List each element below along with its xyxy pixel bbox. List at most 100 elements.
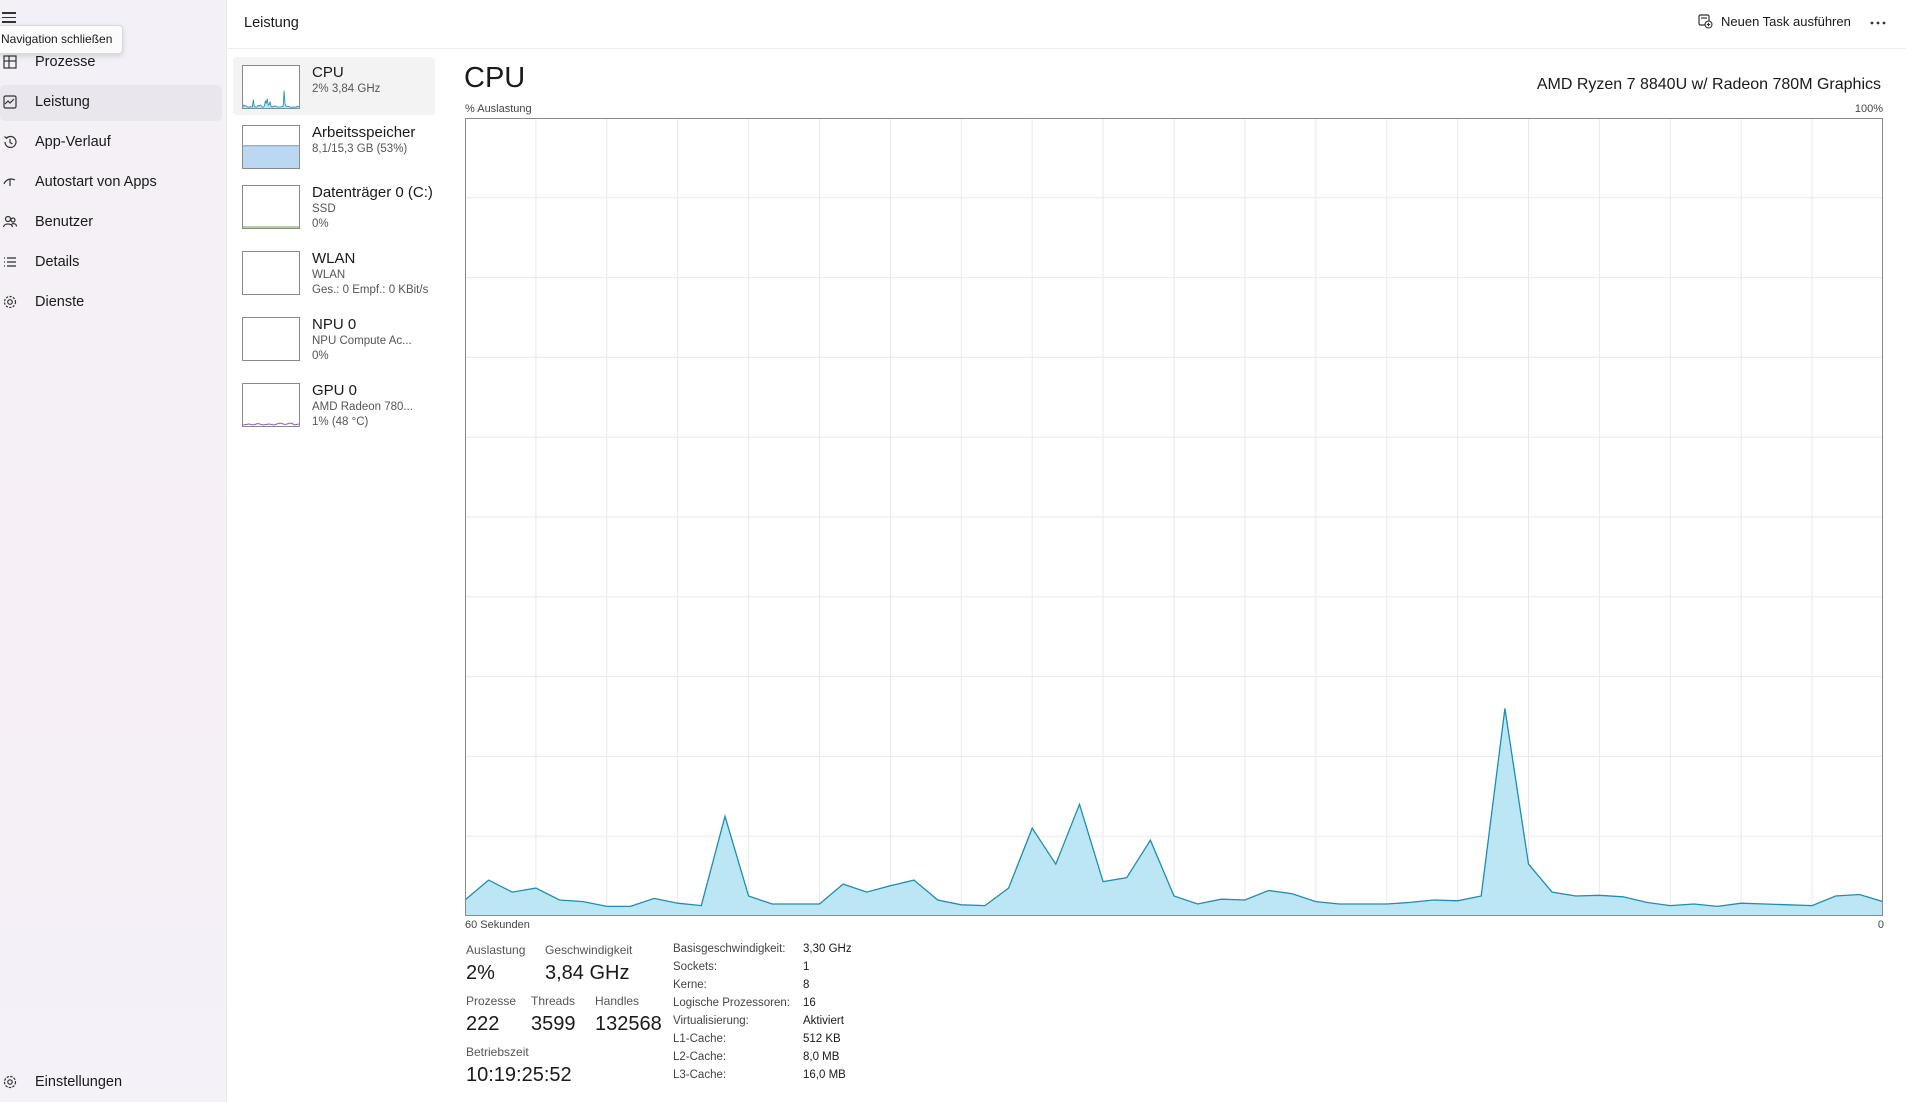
nav-item-services[interactable]: Dienste	[0, 285, 222, 321]
perf-item-value: 0%	[312, 218, 329, 230]
details-icon	[4, 257, 16, 267]
uptime-label: Betriebszeit	[466, 1045, 529, 1059]
nav-item-label: Details	[35, 254, 80, 270]
nav-item-settings[interactable]: Einstellungen	[0, 1065, 222, 1101]
x-axis-right-label: 0	[1877, 919, 1884, 931]
speed-label: Geschwindigkeit	[545, 943, 633, 957]
new-task-button[interactable]: Neuen Task ausführen	[1697, 13, 1851, 29]
new-task-icon	[1698, 14, 1713, 29]
spec-label: Logische Prozessoren:	[673, 997, 790, 1009]
processes-value: 222	[466, 1013, 500, 1035]
threads-label: Threads	[531, 994, 576, 1008]
perf-item-value: 0%	[312, 350, 329, 362]
detail-title: CPU	[464, 62, 526, 94]
navigation-pane: Navigation schließen Prozesse Leistung A…	[0, 0, 227, 1102]
perf-item-detail: 2% 3,84 GHz	[312, 83, 381, 95]
gpu-thumb-line	[243, 422, 299, 426]
spec-label: Kerne:	[673, 979, 707, 991]
perf-item-npu[interactable]: NPU 0 NPU Compute Ac... 0%	[233, 309, 435, 367]
performance-icon	[3, 95, 17, 109]
perf-item-disk[interactable]: Datenträger 0 (C:) SSD 0%	[233, 177, 435, 235]
nav-item-app-history[interactable]: App-Verlauf	[0, 125, 222, 161]
perf-item-detail: SSD	[312, 203, 336, 215]
npu-thumbnail	[242, 317, 300, 361]
perf-item-name: Arbeitsspeicher	[312, 124, 416, 141]
nav-item-label: Einstellungen	[35, 1074, 123, 1090]
spec-label: L1-Cache:	[673, 1033, 727, 1045]
utilization-label: Auslastung	[466, 943, 526, 957]
perf-item-memory[interactable]: Arbeitsspeicher 8,1/15,3 GB (53%)	[233, 117, 435, 175]
memory-thumb-fill	[243, 145, 299, 168]
perf-item-detail: WLAN	[312, 269, 346, 281]
perf-item-wlan[interactable]: WLAN WLAN Ges.: 0 Empf.: 0 KBit/s	[233, 243, 435, 301]
nav-item-details[interactable]: Details	[0, 245, 222, 281]
spec-value: Aktiviert	[803, 1015, 844, 1027]
users-icon	[2, 215, 18, 228]
history-icon	[4, 135, 17, 149]
services-icon	[3, 295, 17, 309]
perf-item-detail: 8,1/15,3 GB (53%)	[312, 143, 408, 155]
hamburger-menu-icon[interactable]	[2, 12, 20, 26]
disk-thumbnail	[242, 185, 300, 229]
perf-item-detail: AMD Radeon 780...	[312, 401, 414, 413]
utilization-value: 2%	[466, 962, 495, 984]
spec-value: 8,0 MB	[803, 1051, 840, 1063]
y-axis-max-label: 100%	[1854, 103, 1883, 115]
nav-item-label: Dienste	[35, 294, 85, 310]
more-options-icon[interactable]	[1868, 16, 1888, 30]
wlan-thumbnail	[242, 251, 300, 295]
cpu-model-name: AMD Ryzen 7 8840U w/ Radeon 780M Graphic…	[1536, 76, 1881, 93]
startup-icon	[3, 178, 16, 186]
processes-icon	[3, 55, 17, 69]
spec-value: 512 KB	[803, 1033, 841, 1045]
nav-item-users[interactable]: Benutzer	[0, 205, 222, 241]
header-divider	[228, 48, 1906, 49]
perf-item-value: 1% (48 °C)	[312, 416, 369, 428]
perf-item-name: CPU	[312, 64, 344, 81]
memory-thumbnail	[242, 125, 300, 169]
nav-item-label: Benutzer	[35, 214, 94, 230]
spec-value: 16	[803, 997, 816, 1009]
nav-item-label: Autostart von Apps	[35, 174, 157, 190]
perf-item-gpu[interactable]: GPU 0 AMD Radeon 780... 1% (48 °C)	[233, 375, 435, 433]
gpu-thumbnail	[242, 383, 300, 427]
spec-label: Basisgeschwindigkeit:	[673, 943, 786, 955]
nav-item-label: Prozesse	[35, 54, 96, 70]
threads-value: 3599	[531, 1013, 576, 1035]
perf-item-name: GPU 0	[312, 382, 358, 399]
perf-item-name: WLAN	[312, 250, 356, 267]
nav-item-label: Leistung	[35, 94, 90, 110]
nav-item-startup-apps[interactable]: Autostart von Apps	[0, 165, 222, 201]
cpu-thumbnail	[242, 65, 300, 109]
spec-label: Sockets:	[673, 961, 718, 973]
handles-value: 132568	[595, 1013, 662, 1035]
speed-value: 3,84 GHz	[545, 962, 630, 984]
spec-label: L3-Cache:	[673, 1069, 727, 1081]
spec-value: 1	[803, 961, 810, 973]
perf-item-detail: NPU Compute Ac...	[312, 335, 412, 347]
cpu-usage-line	[465, 708, 1883, 908]
spec-value: 3,30 GHz	[803, 943, 852, 955]
nav-item-performance[interactable]: Leistung	[0, 85, 222, 121]
perf-item-value: Ges.: 0 Empf.: 0 KBit/s	[312, 284, 429, 296]
spec-label: L2-Cache:	[673, 1051, 727, 1063]
perf-item-name: Datenträger 0 (C:)	[312, 184, 433, 201]
processes-label: Prozesse	[466, 994, 517, 1008]
new-task-label: Neuen Task ausführen	[1721, 13, 1851, 29]
y-axis-label: % Auslastung	[465, 103, 532, 115]
nav-item-processes[interactable]: Prozesse	[0, 45, 222, 81]
navigation-tooltip: Navigation schließen	[0, 25, 124, 54]
gear-icon	[3, 1075, 17, 1089]
spec-value: 16,0 MB	[803, 1069, 846, 1081]
spec-value: 8	[803, 979, 810, 991]
page-title: Leistung	[244, 15, 299, 31]
handles-label: Handles	[595, 994, 640, 1008]
perf-item-cpu[interactable]: CPU 2% 3,84 GHz	[233, 57, 435, 115]
nav-item-label: App-Verlauf	[35, 134, 111, 150]
spec-label: Virtualisierung:	[673, 1015, 749, 1027]
cpu-usage-graph	[465, 118, 1883, 916]
uptime-value: 10:19:25:52	[466, 1064, 572, 1086]
perf-item-name: NPU 0	[312, 316, 357, 333]
x-axis-left-label: 60 Sekunden	[465, 919, 530, 931]
graph-border	[465, 118, 1883, 916]
